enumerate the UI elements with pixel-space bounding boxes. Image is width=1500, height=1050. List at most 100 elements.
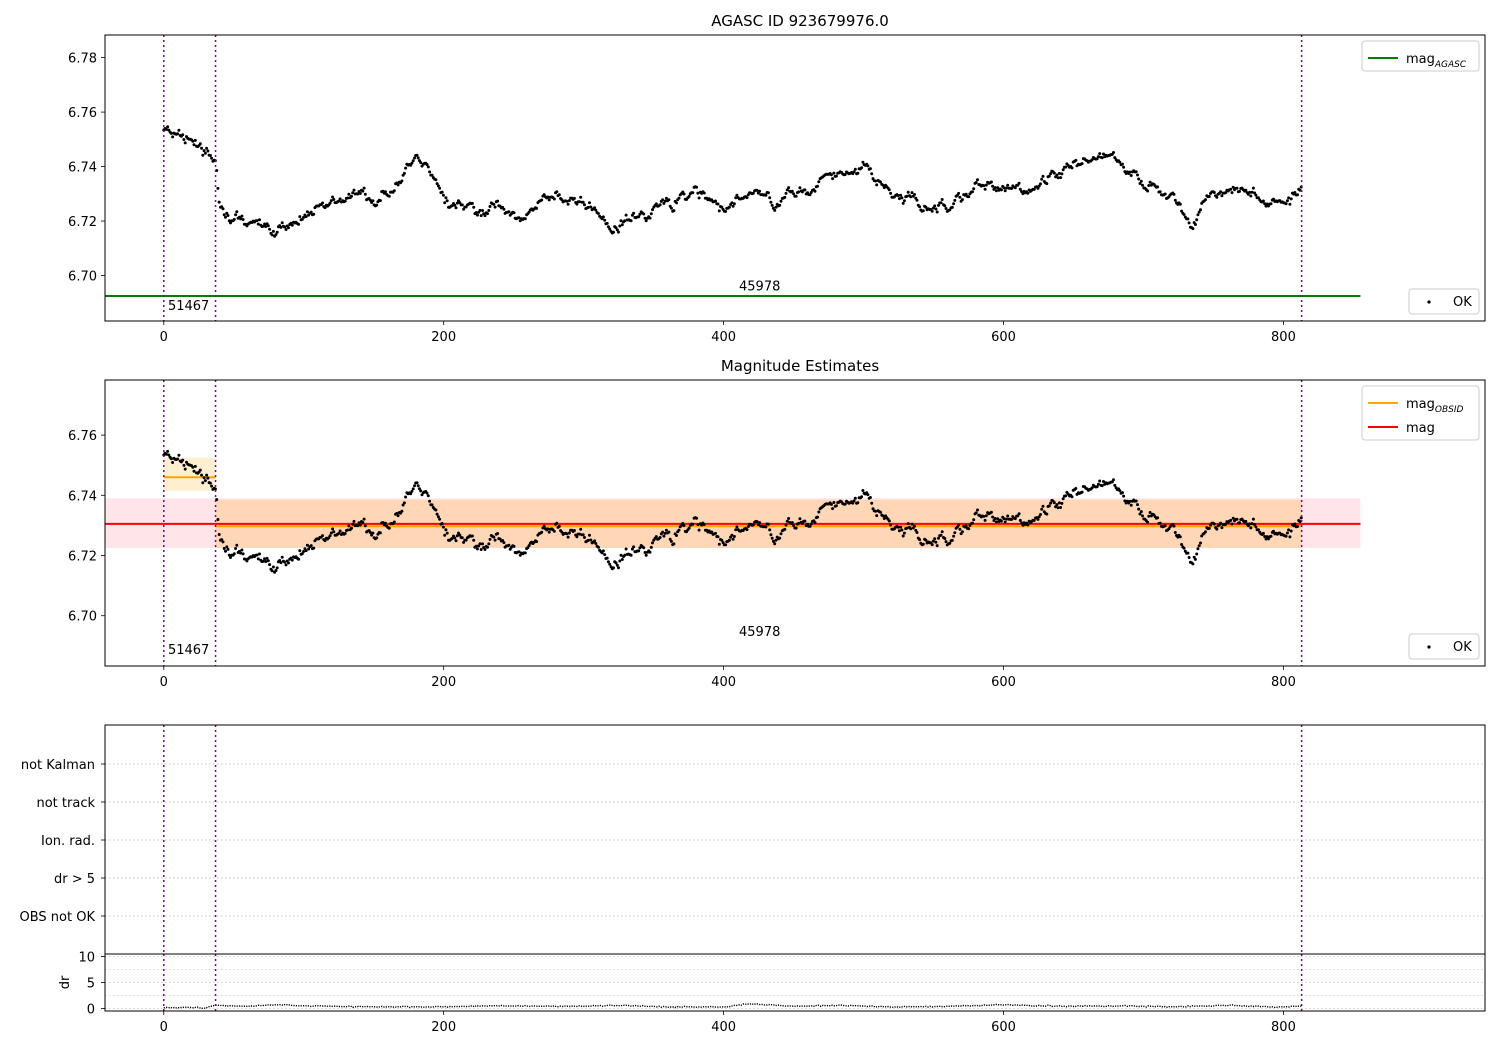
data-point [479, 548, 483, 551]
data-point [323, 206, 327, 210]
data-point [897, 197, 901, 201]
data-point [361, 521, 365, 524]
data-point [976, 508, 979, 512]
data-point [265, 556, 269, 560]
data-point [502, 541, 506, 545]
ok-points [162, 125, 1303, 238]
data-point [1102, 152, 1105, 156]
data-point [1180, 209, 1184, 213]
data-point [410, 161, 414, 165]
data-point [203, 151, 207, 155]
data-point [343, 199, 347, 203]
y-tick-label: 6.76 [68, 429, 97, 444]
data-point [512, 544, 516, 548]
data-point [766, 191, 770, 195]
data-point [831, 507, 835, 511]
data-point [1064, 494, 1068, 498]
data-point [1289, 197, 1293, 201]
data-point [274, 233, 278, 237]
data-point [518, 553, 522, 557]
data-point [1005, 517, 1008, 521]
data-point [994, 189, 998, 193]
data-point [881, 514, 885, 518]
data-point [906, 522, 910, 526]
data-point [861, 489, 865, 492]
data-point [1002, 186, 1006, 190]
data-point [578, 200, 581, 204]
data-point [1244, 188, 1248, 192]
data-point [546, 527, 550, 531]
data-point [939, 201, 943, 205]
data-point [581, 200, 585, 204]
data-point [426, 165, 430, 169]
data-point [224, 215, 227, 219]
data-point [1134, 499, 1138, 503]
data-point [434, 178, 438, 182]
data-point [638, 212, 642, 216]
data-point [198, 142, 202, 146]
data-point [644, 553, 648, 557]
data-point [1096, 155, 1100, 159]
data-point [547, 198, 551, 202]
data-point [971, 190, 974, 194]
data-point [392, 189, 396, 193]
data-point [217, 533, 221, 536]
data-point [300, 552, 304, 556]
data-point [768, 196, 772, 200]
data-point [453, 203, 457, 207]
data-point [1017, 512, 1021, 516]
data-point [1293, 191, 1297, 194]
data-point [682, 524, 686, 528]
data-point [779, 532, 783, 536]
data-point [1147, 514, 1151, 518]
data-point [900, 196, 904, 200]
data-point [1156, 516, 1160, 520]
x-tick-label: 800 [1271, 330, 1296, 345]
data-point [350, 194, 353, 198]
data-point [906, 190, 910, 194]
data-point [724, 209, 728, 213]
data-point [198, 468, 202, 472]
data-point [483, 548, 487, 551]
data-point [478, 208, 482, 212]
data-point [661, 530, 665, 534]
data-point [624, 547, 628, 551]
data-point [235, 210, 239, 214]
data-point [896, 525, 900, 529]
data-point [957, 523, 961, 527]
y-tick-label: 6.72 [68, 215, 97, 230]
data-point [853, 496, 857, 500]
data-point [1288, 202, 1292, 206]
data-point [363, 524, 367, 528]
data-point [346, 196, 350, 200]
data-point [1047, 504, 1051, 508]
data-point [831, 177, 835, 181]
data-point [758, 189, 762, 193]
data-point [887, 188, 891, 192]
data-point [546, 195, 550, 199]
data-point [1250, 522, 1254, 526]
data-point [649, 212, 653, 216]
data-point [612, 230, 615, 234]
data-point [275, 566, 279, 570]
data-point [302, 215, 306, 219]
dr-panel: 0 200 400 600 800 0 5 10 dr [58, 951, 1486, 1035]
data-point [1136, 173, 1139, 177]
data-point [578, 532, 581, 536]
data-point [1231, 185, 1235, 189]
data-point [909, 195, 913, 199]
data-point [352, 188, 356, 192]
data-point [1199, 541, 1202, 545]
data-point [784, 191, 788, 195]
data-point [797, 190, 801, 194]
data-point [496, 199, 500, 203]
data-point [557, 524, 561, 528]
data-point [350, 526, 353, 530]
data-point [1224, 191, 1228, 195]
data-point [1036, 517, 1040, 521]
data-point [1139, 510, 1143, 514]
data-point [1248, 190, 1252, 194]
data-point [547, 530, 551, 534]
data-point [523, 551, 527, 555]
data-point [832, 171, 836, 175]
